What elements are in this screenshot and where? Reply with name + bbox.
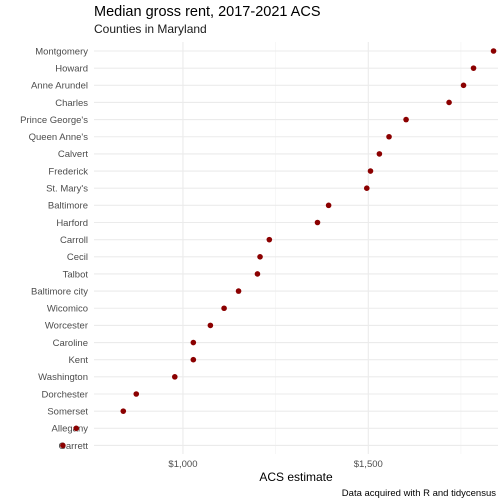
data-point [190, 356, 197, 363]
data-point [490, 48, 497, 54]
y-tick-label: Wicomico [47, 304, 88, 315]
data-point [221, 305, 227, 312]
data-point [363, 185, 370, 191]
y-tick-label: Queen Anne's [29, 132, 89, 143]
y-tick-label: Dorchester [42, 389, 88, 400]
data-point [254, 271, 261, 277]
y-tick-label: Worcester [45, 321, 88, 332]
y-tick-label: Prince George's [20, 115, 88, 126]
data-point [257, 253, 263, 260]
chart-subtitle: Counties in Maryland [94, 22, 207, 36]
y-tick-label: Kent [68, 355, 88, 366]
y-tick-label: Charles [55, 98, 88, 109]
grid-major [94, 42, 498, 454]
data-point [367, 168, 374, 174]
data-point [60, 442, 66, 449]
y-tick-label: Garrett [58, 441, 88, 452]
data-point [172, 374, 178, 380]
x-axis-title: ACS estimate [259, 470, 333, 484]
data-point [314, 219, 321, 226]
data-point [460, 82, 467, 89]
y-tick-label: Cecil [67, 252, 88, 263]
x-tick-label: $1,500 [354, 459, 383, 470]
y-tick-label: Montgomery [35, 46, 88, 57]
y-tick-label: Howard [55, 63, 88, 74]
y-tick-label: Frederick [48, 166, 88, 177]
data-point [133, 391, 140, 397]
y-tick-label: Talbot [63, 269, 89, 280]
data-point [446, 99, 452, 106]
y-tick-label: Anne Arundel [31, 81, 88, 92]
data-point [73, 425, 80, 432]
y-tick-label: Allegany [52, 424, 89, 435]
chart-title: Median gross rent, 2017-2021 ACS [94, 4, 321, 20]
y-axis-labels: Montgomery Howard Anne Arundel Charles Princ… [20, 46, 88, 451]
data-point [266, 236, 273, 243]
y-tick-label: Baltimore city [31, 286, 88, 297]
data-points [60, 48, 497, 449]
chart-caption: Data acquired with R and tidycensus [342, 488, 496, 499]
y-tick-label: Baltimore [48, 201, 88, 212]
y-tick-label: Harford [56, 218, 88, 229]
data-point [470, 65, 477, 71]
x-tick-label: $1,000 [168, 459, 197, 470]
data-point [325, 202, 332, 209]
data-point [235, 288, 242, 294]
data-point [120, 408, 127, 414]
grid-minor [275, 42, 462, 454]
data-point [376, 151, 383, 157]
x-axis-labels: $1,000 $1,500 [168, 459, 382, 470]
data-point [207, 322, 214, 329]
y-tick-label: Caroline [53, 338, 88, 349]
data-point [386, 133, 392, 140]
data-point [403, 116, 409, 123]
data-point [190, 339, 197, 346]
y-tick-label: Calvert [58, 149, 88, 160]
y-tick-label: Carroll [60, 235, 88, 246]
y-tick-label: Somerset [47, 406, 88, 417]
y-tick-label: St. Mary's [46, 184, 88, 195]
y-tick-label: Washington [38, 372, 88, 383]
